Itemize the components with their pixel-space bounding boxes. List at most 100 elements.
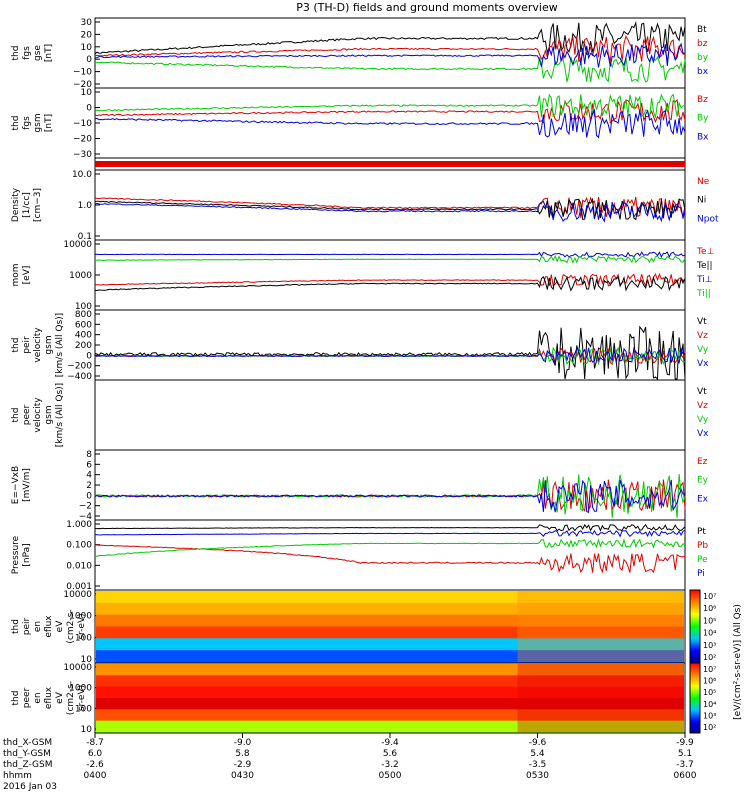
y-axis-label: gsm xyxy=(33,113,43,132)
y-axis-label: [km/s (All Qs)] xyxy=(55,383,65,447)
y-axis-label: Pressure xyxy=(11,535,21,574)
y-tick-label: −4 xyxy=(79,512,93,522)
legend-pt: Pt xyxy=(697,527,706,537)
legend-te: Te|| xyxy=(696,261,713,271)
legend-ti: Ti⊥ xyxy=(696,275,713,285)
y-axis-label: en xyxy=(33,621,43,632)
y-axis-label: eV xyxy=(55,620,65,633)
y-axis-label: sr-eV) xyxy=(77,685,87,711)
panel-frame xyxy=(94,169,686,241)
y-axis-label: (cm2-s- xyxy=(66,681,76,715)
x-row-label: thd_Z-GSM xyxy=(3,760,52,770)
series-line-ne xyxy=(94,196,686,219)
series-line-by xyxy=(94,93,686,118)
series-line-pt xyxy=(95,523,686,532)
spectrogram-band xyxy=(96,664,684,676)
spectrogram-band xyxy=(96,591,684,604)
x-tick-label-z: -3.2 xyxy=(381,760,399,770)
series-line-te xyxy=(94,272,686,288)
x-tick-label-z: -2.9 xyxy=(234,760,252,770)
x-row-label: thd_Y-GSM xyxy=(3,749,51,759)
y-axis-label: en xyxy=(33,692,43,703)
y-tick-label: 20 xyxy=(81,30,93,40)
x-row-label: thd_X-GSM xyxy=(3,738,52,748)
y-axis-label: eflux xyxy=(44,686,54,709)
x-tick-label-z: -3.7 xyxy=(676,760,694,770)
colorbar xyxy=(689,589,701,664)
x-tick-label-hhmm: 0500 xyxy=(379,771,402,781)
spectrogram-band xyxy=(96,720,684,733)
colorbar-tick-label: 10⁵ xyxy=(703,688,716,697)
y-tick-label: 0.100 xyxy=(66,541,92,551)
legend-bt: Bt xyxy=(697,25,707,35)
y-axis-label: velocity xyxy=(33,397,43,433)
y-tick-label: 1000 xyxy=(69,684,92,694)
colorbar-group: 10⁷ 10⁶ 10⁵ 10⁴ 10³ 10² 10⁷ 10⁶ 10⁵ 10⁴ 10³ 10² [eV/… xyxy=(689,589,743,734)
series-line-bx xyxy=(94,42,686,68)
colorbar-tick-label: 10⁶ xyxy=(703,677,716,686)
legend-vz: Vz xyxy=(697,331,708,341)
spectrogram-band xyxy=(96,709,684,722)
legend-ez: Ez xyxy=(697,457,708,467)
y-tick-label: −400 xyxy=(67,372,92,382)
y-axis-label: [nT] xyxy=(44,44,54,62)
series-line-npot xyxy=(94,200,686,223)
y-tick-label: 0 xyxy=(86,104,92,114)
legend-vx: Vx xyxy=(697,429,709,439)
x-row-label: hhmm xyxy=(3,771,32,781)
legend-ni: Ni xyxy=(697,196,706,206)
series-line-bx xyxy=(94,108,686,139)
y-axis-label: thd xyxy=(11,116,21,131)
y-tick-label: 10000 xyxy=(63,590,92,600)
y-axis-label: eflux xyxy=(44,615,54,638)
y-tick-label: 0.1 xyxy=(78,232,92,242)
x-tick-label-hhmm: 0400 xyxy=(84,771,107,781)
spectrogram-region xyxy=(517,664,684,732)
spectrogram-band xyxy=(96,602,684,616)
legend-pi: Pi xyxy=(697,569,705,579)
spectrogram-band xyxy=(96,698,684,710)
y-tick-label: 10000 xyxy=(63,663,92,673)
legend-bz: Bz xyxy=(697,95,708,105)
y-tick-label: −30 xyxy=(73,150,92,160)
legend-vz: Vz xyxy=(697,401,708,411)
colorbar-tick-label: 10⁴ xyxy=(703,700,716,709)
y-axis-label: (cm2-s- xyxy=(66,609,76,643)
y-tick-label: −10 xyxy=(73,68,92,78)
legend-pe: Pe xyxy=(697,555,708,565)
y-tick-label: 400 xyxy=(75,331,92,341)
colorbar-title: [eV/(cm²-s-sr-eV)] (All Qs) xyxy=(733,604,743,720)
y-axis-label: [cm−3] xyxy=(33,188,43,222)
y-axis-label: fgs xyxy=(22,46,32,60)
colorbar-tick-label: 10⁷ xyxy=(703,592,716,601)
x-tick-label-y: 5.8 xyxy=(235,749,250,759)
y-tick-label: 1.000 xyxy=(66,520,92,530)
y-axis-label: gsm xyxy=(44,405,54,424)
series-line-pi xyxy=(94,529,686,538)
legend-pb: Pb xyxy=(697,541,708,551)
y-axis-label: thd xyxy=(11,46,21,61)
series-line-bt xyxy=(94,21,686,55)
y-axis-label: fgs xyxy=(22,116,32,130)
spectrogram-band xyxy=(96,626,684,639)
y-tick-label: 10.0 xyxy=(72,170,92,180)
y-axis-label: thd xyxy=(11,408,21,423)
y-axis-label: [mV/m] xyxy=(22,468,32,502)
series-line-bz xyxy=(94,34,686,63)
y-axis-label: [nT] xyxy=(44,114,54,132)
y-tick-label: 200 xyxy=(75,341,92,351)
y-tick-label: 30 xyxy=(81,18,93,28)
y-tick-label: 10000 xyxy=(63,240,92,250)
y-tick-label: 6 xyxy=(86,460,92,470)
y-tick-label: 0.001 xyxy=(66,582,92,592)
panel-frame xyxy=(94,309,686,381)
x-tick-label-hhmm: 0530 xyxy=(526,771,549,781)
legend-vy: Vy xyxy=(697,345,709,355)
y-tick-label: −2 xyxy=(79,502,92,512)
x-tick-label-x: -9.9 xyxy=(676,738,694,748)
legend-vx: Vx xyxy=(697,359,709,369)
series-line-bz xyxy=(94,98,686,124)
y-tick-label: 0 xyxy=(86,491,92,501)
colorbar-tick-label: 10³ xyxy=(703,711,716,720)
